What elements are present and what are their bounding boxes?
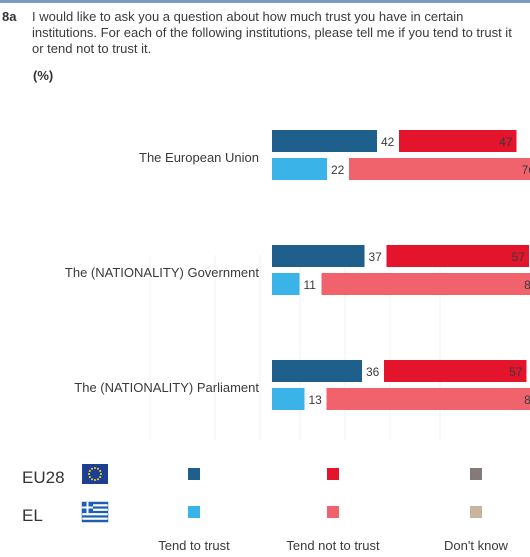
bar-eu28-distrust xyxy=(399,130,517,152)
legend-swatch-el xyxy=(188,506,200,518)
eu-flag-star xyxy=(88,476,91,478)
eu-flag-star xyxy=(97,467,99,470)
legend-swatch-el xyxy=(470,506,482,518)
bar-eu28-distrust xyxy=(384,360,527,382)
eu-flag-star xyxy=(94,467,96,469)
data-label: 88 xyxy=(524,278,530,292)
legend-swatch-el xyxy=(327,506,339,518)
data-label: 36 xyxy=(366,365,380,379)
eu-flag-star xyxy=(94,479,96,481)
data-label: 47 xyxy=(499,135,513,149)
question-text: I would like to ask you a question about… xyxy=(32,9,512,56)
legend-swatch-eu28 xyxy=(188,468,200,480)
eu-flag-star xyxy=(91,467,93,470)
bar-el-trust xyxy=(272,273,300,295)
eu-flag-star xyxy=(100,473,102,475)
data-label: 13 xyxy=(309,393,323,407)
eu-flag-star xyxy=(88,473,90,475)
bar-eu28-trust xyxy=(272,130,377,152)
data-label: 42 xyxy=(381,135,395,149)
legend-label: Tend not to trust xyxy=(286,538,380,553)
greece-flag-stripe xyxy=(82,506,108,509)
legend-group-el: EL xyxy=(22,506,43,525)
legend-label: Don't know xyxy=(444,538,509,553)
data-label: 86 xyxy=(524,393,530,407)
data-label: 37 xyxy=(369,250,383,264)
legend-swatch-eu28 xyxy=(327,468,339,480)
unit-label: (%) xyxy=(33,68,54,83)
question-number: 8a xyxy=(2,9,17,24)
eu-flag-star xyxy=(99,476,102,478)
data-label: 11 xyxy=(304,278,317,292)
legend-swatch-eu28 xyxy=(470,468,482,480)
category-label: The (NATIONALITY) Government xyxy=(65,265,259,280)
bar-eu28-trust xyxy=(272,245,365,267)
bar-el-distrust xyxy=(321,273,530,295)
data-label: 22 xyxy=(331,163,345,177)
greece-flag-stripe xyxy=(82,519,108,522)
greece-flag-stripe xyxy=(82,515,108,518)
bar-eu28-distrust xyxy=(386,245,529,267)
eu-flag-star xyxy=(91,478,93,481)
data-label: 57 xyxy=(512,250,526,264)
bar-el-distrust xyxy=(326,388,530,410)
data-label: 57 xyxy=(509,365,523,379)
eu-flag-icon xyxy=(82,464,108,484)
greece-flag-stripe xyxy=(82,510,108,514)
greece-flag-stripe xyxy=(82,502,108,505)
header-rule xyxy=(0,0,530,3)
bar-el-distrust xyxy=(349,158,530,180)
bar-el-trust xyxy=(272,158,327,180)
eu-flag-star xyxy=(99,470,102,472)
category-label: The European Union xyxy=(139,150,259,165)
bar-eu28-trust xyxy=(272,360,362,382)
greece-flag-cross xyxy=(82,506,93,509)
category-label: The (NATIONALITY) Parliament xyxy=(74,380,259,395)
data-label: 76 xyxy=(522,163,530,177)
legend-label: Tend to trust xyxy=(158,538,230,553)
eu-flag-star xyxy=(88,470,91,472)
eu-flag-star xyxy=(97,478,99,481)
legend-group-eu28: EU28 xyxy=(22,468,65,487)
bar-el-trust xyxy=(272,388,305,410)
